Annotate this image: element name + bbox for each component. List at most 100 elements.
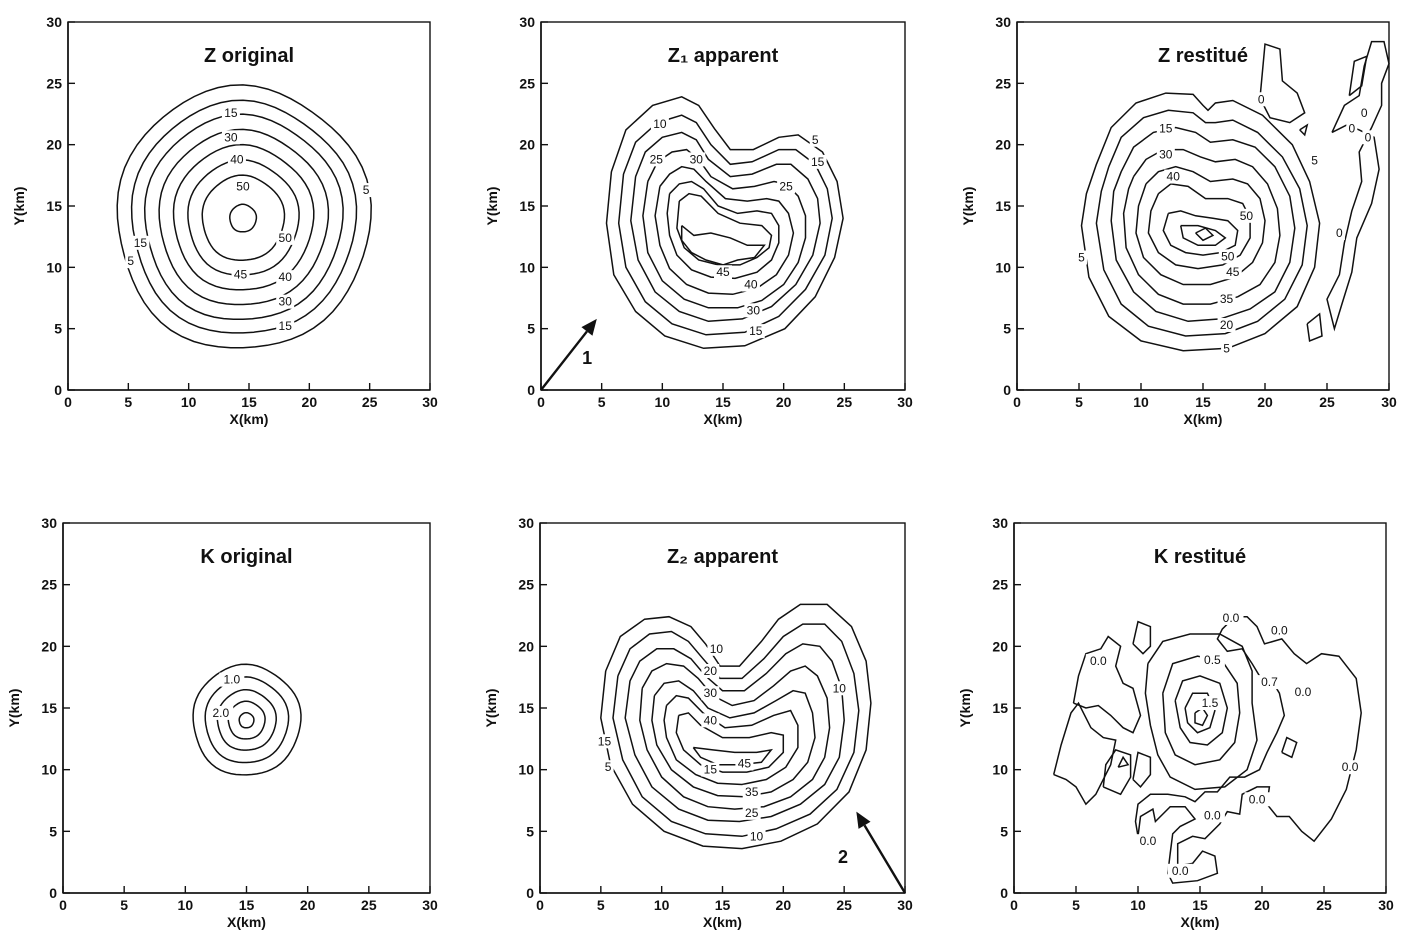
x-tick-label: 25 <box>837 394 853 410</box>
contour-label: 25 <box>650 152 664 166</box>
contour-label: 40 <box>1167 170 1181 184</box>
contour-line <box>630 131 821 323</box>
contour-label-bg <box>1346 121 1358 136</box>
contour-label-bg <box>219 672 245 687</box>
contour-label-bg <box>1167 863 1193 878</box>
x-tick-label: 15 <box>715 897 731 913</box>
y-tick-label: 25 <box>41 577 57 593</box>
y-tick-label: 30 <box>518 515 534 531</box>
contour-line <box>692 746 774 766</box>
panel-3: 0 5 10 15 20 25 30 0 5 10 15 20 25 30 X(km) Y(km) Z rest… <box>960 14 1397 427</box>
y-tick-label: 10 <box>41 762 57 778</box>
x-tick-label: 20 <box>776 394 792 410</box>
contour-label-bg <box>714 265 732 280</box>
contour-line <box>238 711 255 729</box>
contour-label-bg <box>735 756 754 771</box>
x-tick-label: 25 <box>836 897 852 913</box>
contour-label: 5 <box>1223 341 1230 355</box>
contour-line <box>651 680 816 798</box>
contour-label: 10 <box>710 642 724 656</box>
y-tick-label: 15 <box>41 700 57 716</box>
y-tick-label: 20 <box>995 137 1011 153</box>
contour-label-bg <box>1156 147 1175 162</box>
y-tick-label: 30 <box>519 14 535 30</box>
contour-label: 0 <box>1361 106 1368 120</box>
panel-title: K restitué <box>1154 546 1246 568</box>
contour-line <box>1102 749 1132 796</box>
contour-line <box>1072 635 1142 734</box>
contour-line <box>1135 165 1266 286</box>
contour-label: 40 <box>744 278 758 292</box>
contour-label: 40 <box>704 713 718 727</box>
contour-label-bg <box>701 713 720 728</box>
x-tick-label: 10 <box>655 394 671 410</box>
contour-label: 1.0 <box>223 673 240 687</box>
y-tick-label: 10 <box>992 762 1008 778</box>
contour-label: 0.0 <box>1090 654 1107 668</box>
x-tick-label: 20 <box>1254 897 1270 913</box>
contour-line <box>605 95 844 350</box>
y-tick-label: 15 <box>518 700 534 716</box>
contour-line <box>1080 92 1321 352</box>
contour-label: 0.0 <box>1204 808 1221 822</box>
contour-label-bg <box>1218 610 1244 625</box>
x-tick-label: 30 <box>1378 897 1394 913</box>
contour-label-bg <box>1337 760 1363 775</box>
contour-label: 5 <box>127 254 134 268</box>
contour-label: 0.0 <box>1295 685 1312 699</box>
y-tick-label: 30 <box>995 14 1011 30</box>
contour-label-bg <box>227 152 246 167</box>
x-tick-label: 5 <box>120 897 128 913</box>
contour-label: 30 <box>704 686 718 700</box>
x-tick-label: 20 <box>1257 394 1273 410</box>
panel-title: K original <box>200 546 292 568</box>
arrow-label: 1 <box>582 348 592 368</box>
contour-label: 15 <box>749 324 763 338</box>
contour-line <box>1259 43 1306 124</box>
arrow-head <box>856 811 871 829</box>
y-tick-label: 30 <box>992 515 1008 531</box>
contour-line <box>639 662 831 810</box>
contour-label: 5 <box>812 133 819 147</box>
x-tick-label: 25 <box>361 897 377 913</box>
y-tick-label: 25 <box>995 75 1011 91</box>
contour-line <box>1184 692 1216 734</box>
x-tick-label: 25 <box>1316 897 1332 913</box>
contour-label-bg <box>276 270 295 285</box>
y-tick-label: 30 <box>46 14 62 30</box>
contour-label: 5 <box>363 183 370 197</box>
contour-label-bg <box>131 235 150 250</box>
y-tick-label: 25 <box>992 577 1008 593</box>
y-tick-label: 5 <box>1000 823 1008 839</box>
contour-label-bg <box>809 132 821 147</box>
contour-label-bg <box>707 641 726 656</box>
contour-line <box>1122 148 1281 305</box>
contour-line <box>1194 706 1209 727</box>
contour-line <box>227 700 266 740</box>
contour-label-bg <box>1135 834 1161 849</box>
contour-line <box>612 623 860 838</box>
plot-frame <box>539 522 906 894</box>
x-tick-label: 5 <box>124 394 132 410</box>
x-tick-label: 5 <box>1075 394 1083 410</box>
contour-label: 50 <box>279 231 293 245</box>
contour-label-bg <box>1199 652 1225 667</box>
contour-label: 5 <box>605 760 612 774</box>
contour-label-bg <box>777 179 796 194</box>
contour-label-bg <box>231 267 250 282</box>
y-axis-label: Y(km) <box>11 187 27 226</box>
contour-label: 0 <box>1348 122 1355 136</box>
y-tick-label: 15 <box>46 198 62 214</box>
x-tick-label: 0 <box>537 394 545 410</box>
contour-lines <box>600 603 872 850</box>
panel-1: 0 5 10 15 20 25 30 0 5 10 15 20 25 30 X(km) Y(km) Z orig… <box>11 14 438 427</box>
contour-label-bg <box>1197 696 1223 711</box>
contour-label-bg <box>221 105 240 120</box>
contour-label-bg <box>360 183 372 198</box>
x-tick-label: 30 <box>422 897 438 913</box>
contour-label: 15 <box>134 236 148 250</box>
contour-line <box>1132 620 1152 655</box>
